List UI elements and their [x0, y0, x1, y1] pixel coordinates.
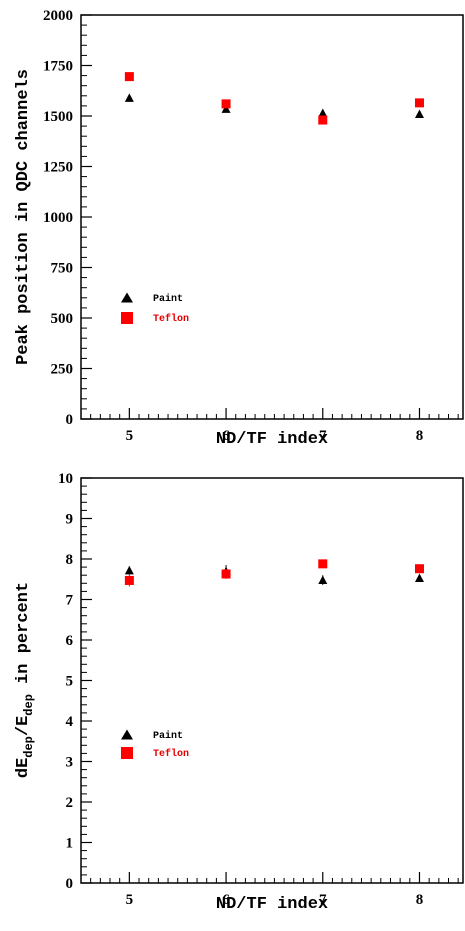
data-markers — [124, 559, 424, 587]
y-tick-label: 4 — [66, 714, 74, 730]
marker-teflon — [318, 115, 328, 125]
legend-label-teflon: Teflon — [153, 748, 189, 760]
plot-frame — [80, 477, 464, 884]
x-tick-labels: 5 6 7 8 — [126, 428, 424, 444]
legend-marker-teflon — [121, 747, 133, 759]
legend: Paint Teflon — [121, 729, 189, 760]
chart-energy-resolution: 0 1 2 3 4 5 6 7 8 9 10 5 6 7 8 Paint Teflon ND/TF ind… — [14, 471, 464, 914]
x-tick-label: 5 — [126, 428, 134, 444]
x-tick-label: 7 — [319, 428, 327, 444]
y-tick-label: 3 — [66, 755, 74, 771]
y-tick-label: 5 — [66, 674, 74, 690]
y-tick-labels: 0 1 2 3 4 5 6 7 8 9 10 — [58, 471, 74, 892]
y-tick-label: 2 — [66, 795, 74, 811]
marker-paint — [414, 109, 424, 118]
x-axis-title: ND/TF index — [216, 430, 328, 449]
x-tick-label: 6 — [222, 428, 230, 444]
marker-paint — [318, 108, 328, 117]
marker-teflon — [414, 564, 424, 574]
legend-label-paint: Paint — [153, 293, 183, 305]
y-tick-label: 7 — [66, 593, 74, 609]
y-tick-label: 6 — [66, 633, 74, 649]
marker-paint — [414, 573, 424, 583]
y-tick-label: 500 — [51, 311, 74, 327]
x-tick-label: 8 — [416, 892, 424, 908]
legend-label-paint: Paint — [153, 730, 183, 742]
y-tick-label: 1750 — [43, 59, 73, 75]
y-tick-label: 1 — [66, 836, 74, 852]
y-tick-label: 9 — [66, 512, 74, 528]
marker-teflon — [124, 575, 134, 585]
y-tick-label: 0 — [66, 412, 74, 428]
x-tick-label: 8 — [416, 428, 424, 444]
legend: Paint Teflon — [121, 292, 189, 325]
plot-frame — [80, 14, 464, 420]
axis-ticks — [80, 14, 459, 420]
y-axis-title: dEdep/Edep in percent — [14, 582, 36, 778]
y-tick-label: 1250 — [43, 160, 73, 176]
marker-teflon — [318, 559, 328, 569]
x-axis-title: ND/TF index — [216, 895, 328, 914]
marker-teflon — [414, 98, 424, 108]
marker-paint — [318, 575, 328, 585]
y-tick-label: 10 — [58, 471, 73, 487]
legend-label-teflon: Teflon — [153, 313, 189, 325]
data-markers — [124, 72, 424, 125]
marker-teflon — [124, 72, 134, 82]
marker-paint — [124, 93, 134, 102]
y-tick-label: 1500 — [43, 109, 73, 125]
marker-paint — [124, 565, 134, 575]
x-tick-label: 7 — [319, 892, 327, 908]
axis-ticks — [80, 477, 459, 884]
x-tick-label: 5 — [126, 892, 134, 908]
y-tick-label: 0 — [66, 876, 74, 892]
y-tick-label: 8 — [66, 552, 74, 568]
legend-marker-paint — [121, 292, 133, 303]
marker-teflon — [221, 99, 231, 109]
legend-marker-teflon — [121, 312, 133, 324]
x-tick-label: 6 — [222, 892, 230, 908]
marker-paint — [221, 104, 231, 113]
y-tick-label: 250 — [51, 362, 74, 378]
y-axis-title: Peak position in QDC channels — [14, 69, 33, 365]
y-tick-label: 2000 — [43, 8, 73, 24]
marker-teflon — [221, 569, 231, 579]
x-tick-labels: 5 6 7 8 — [126, 892, 424, 908]
y-tick-labels: 0 250 500 750 1000 1250 1500 1750 2000 — [43, 8, 73, 428]
legend-marker-paint — [121, 729, 133, 740]
y-tick-label: 750 — [51, 261, 74, 277]
chart-peak-position: 0 250 500 750 1000 1250 1500 1750 2000 5 6 7 8 Pain… — [14, 8, 464, 449]
y-tick-label: 1000 — [43, 210, 73, 226]
